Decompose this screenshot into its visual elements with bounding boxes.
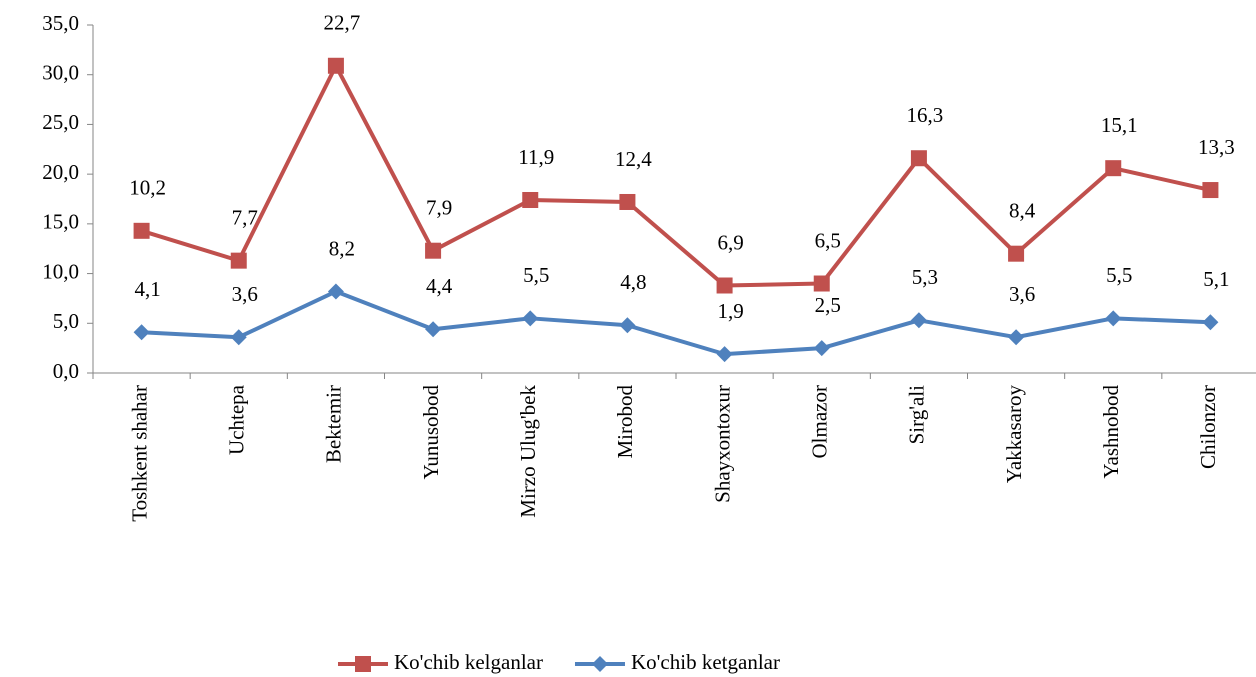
value-label: 1,9	[717, 299, 743, 323]
point-marker	[522, 191, 539, 208]
value-label: 3,6	[1009, 282, 1035, 306]
point-marker	[813, 275, 830, 292]
value-label: 11,9	[518, 145, 554, 169]
value-label: 22,7	[324, 11, 361, 35]
y-tick-label: 30,0	[42, 61, 79, 85]
value-label: 16,3	[907, 103, 944, 127]
point-marker	[716, 346, 733, 363]
value-label: 3,6	[232, 282, 258, 306]
x-tick-label: Toshkent shahar	[127, 385, 151, 522]
value-label: 7,9	[426, 196, 452, 220]
x-tick-label: Sirg'ali	[905, 385, 929, 445]
x-tick-label: Chilonzor	[1196, 385, 1220, 469]
value-label: 12,4	[615, 147, 652, 171]
value-label: 4,4	[426, 274, 453, 298]
x-tick-label: Mirzo Ulug'bek	[516, 385, 540, 518]
value-label: 15,1	[1101, 113, 1138, 137]
y-tick-label: 0,0	[53, 359, 79, 383]
point-marker	[230, 329, 247, 346]
point-marker	[619, 193, 636, 210]
point-marker	[1202, 314, 1219, 331]
point-marker	[1202, 182, 1219, 199]
y-tick-label: 5,0	[53, 309, 79, 333]
value-label: 6,5	[815, 228, 841, 252]
point-marker	[425, 321, 442, 338]
point-marker	[1008, 329, 1025, 346]
x-tick-label: Shayxontoxur	[710, 385, 734, 503]
value-label: 8,2	[329, 236, 355, 260]
point-marker	[522, 310, 539, 327]
point-marker	[1105, 310, 1122, 327]
series-line	[141, 289, 1211, 357]
x-tick-label: Yashnobod	[1099, 385, 1123, 479]
value-label: 8,4	[1009, 198, 1036, 222]
point-marker	[327, 283, 344, 300]
point-marker	[1008, 245, 1025, 262]
point-marker	[327, 57, 344, 74]
point-marker	[133, 222, 150, 239]
y-tick-label: 15,0	[42, 210, 79, 234]
point-marker	[910, 312, 927, 329]
value-label: 4,1	[134, 277, 160, 301]
y-tick-label: 10,0	[42, 259, 79, 283]
y-tick-label: 25,0	[42, 110, 79, 134]
value-label: 6,9	[717, 230, 743, 254]
point-marker	[813, 340, 830, 357]
value-label: 5,3	[912, 265, 938, 289]
x-tick-label: Mirobod	[613, 385, 637, 459]
value-label: 5,1	[1203, 267, 1229, 291]
point-marker	[619, 317, 636, 334]
legend-label: Ko'chib ketganlar	[631, 650, 780, 674]
x-tick-label: Uchtepa	[225, 384, 249, 455]
point-marker	[230, 252, 247, 269]
legend-marker	[355, 656, 371, 672]
point-marker	[716, 277, 733, 294]
x-tick-label: Olmazor	[808, 385, 832, 458]
value-label: 13,3	[1198, 135, 1235, 159]
point-marker	[133, 324, 150, 341]
point-marker	[910, 150, 927, 167]
value-label: 10,2	[129, 176, 166, 200]
value-label: 5,5	[523, 263, 549, 287]
x-tick-label: Yunusobod	[419, 385, 443, 480]
point-marker	[425, 242, 442, 259]
value-label: 2,5	[815, 293, 841, 317]
x-tick-label: Yakkasaroy	[1002, 385, 1026, 484]
legend-marker	[591, 656, 608, 672]
y-tick-label: 20,0	[42, 160, 79, 184]
series-line	[140, 63, 1211, 288]
legend-label: Ko'chib kelganlar	[394, 650, 543, 674]
y-tick-label: 35,0	[42, 11, 79, 35]
point-marker	[1105, 160, 1122, 177]
value-label: 7,7	[232, 205, 258, 229]
value-label: 5,5	[1106, 263, 1132, 287]
x-tick-label: Bektemir	[322, 385, 346, 463]
value-label: 4,8	[620, 270, 646, 294]
